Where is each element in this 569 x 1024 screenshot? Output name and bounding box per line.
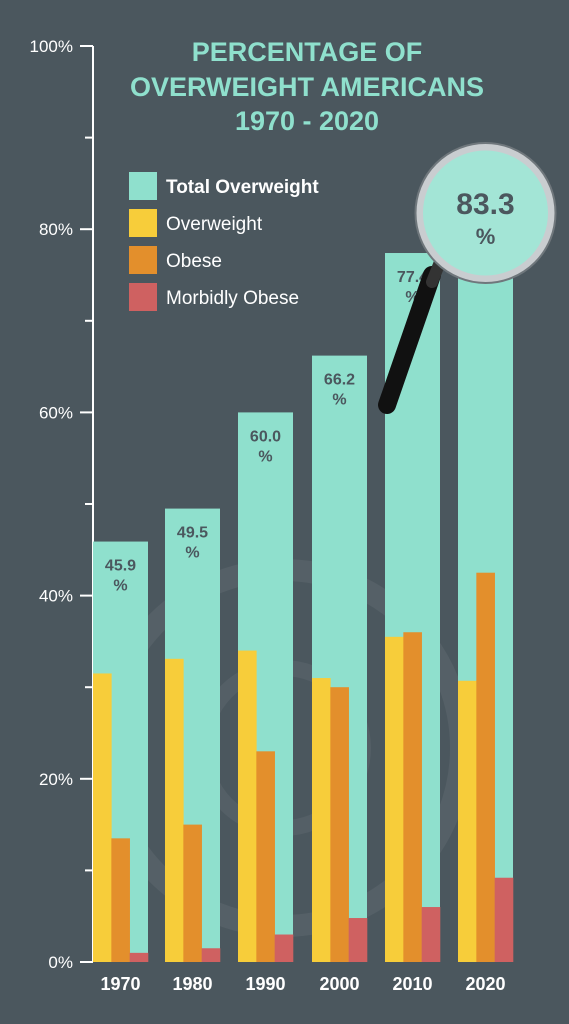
y-tick-label: 40% [39, 587, 73, 606]
x-tick-label: 1990 [245, 974, 285, 994]
bar-morbidly-obese [421, 907, 441, 962]
x-tick-label: 2020 [465, 974, 505, 994]
x-axis-ticks: 1970 1980 1990 2000 2010 2020 [100, 974, 505, 994]
chart-title: PERCENTAGE OF OVERWEIGHT AMERICANS 1970 … [130, 37, 484, 136]
y-tick-label: 20% [39, 770, 73, 789]
x-tick-label: 2000 [319, 974, 359, 994]
bar-obese [183, 824, 202, 962]
highlight-value: 83.3 [456, 188, 514, 221]
legend: Total Overweight Overweight Obese Morbidly … [129, 172, 319, 311]
bar-obese [330, 687, 349, 962]
magnifier-handle [378, 266, 441, 414]
legend-label: Obese [166, 251, 222, 272]
legend-label: Morbidly Obese [166, 288, 299, 309]
chart-title-line-1: PERCENTAGE OF [192, 37, 423, 67]
data-label-value: 60.0 [250, 428, 281, 445]
legend-swatch [129, 283, 157, 311]
magnifier-rim-outer [414, 142, 557, 284]
chart-title-line-2: OVERWEIGHT AMERICANS [130, 72, 484, 102]
chart-title-line-3: 1970 - 2020 [235, 106, 379, 136]
x-tick-label: 1980 [172, 974, 212, 994]
y-tick-label: 80% [39, 220, 73, 239]
bar-obese [111, 838, 130, 962]
bar-obese [256, 751, 275, 962]
x-tick-label: 2010 [392, 974, 432, 994]
magnifier-rim [416, 143, 555, 283]
bar-morbidly-obese [129, 952, 149, 962]
bar-morbidly-obese [348, 918, 368, 962]
y-tick-label: 60% [39, 403, 73, 422]
highlight-unit: % [476, 224, 496, 249]
bar-morbidly-obese [494, 877, 514, 962]
data-labels-group: 45.9%49.5%60.0%66.2%77.4% [105, 269, 428, 595]
bar-overweight [93, 673, 112, 962]
x-tick-label: 1970 [100, 974, 140, 994]
data-label-unit: % [332, 392, 346, 409]
bar-obese [476, 572, 495, 962]
magnifier-glare [422, 150, 549, 276]
y-axis: 0% 20% 40% 60% 80% 100% [30, 37, 94, 972]
bar-overweight [458, 680, 477, 962]
bar-overweight [385, 636, 404, 962]
y-tick-label: 0% [48, 953, 73, 972]
bar-overweight [312, 678, 331, 962]
bar-overweight [165, 658, 184, 962]
data-label-value: 66.2 [324, 372, 355, 389]
magnifying-glass-icon: 83.3% [378, 142, 557, 414]
legend-swatch [129, 209, 157, 237]
y-tick-label: 100% [30, 37, 73, 56]
legend-label: Total Overweight [166, 177, 319, 198]
data-label-unit: % [185, 545, 199, 562]
data-label-unit: % [258, 448, 272, 465]
legend-swatch [129, 172, 157, 200]
bar-morbidly-obese [274, 934, 294, 962]
bar-overweight [238, 650, 257, 962]
bar-obese [403, 632, 422, 962]
magnifier-lens [422, 150, 549, 276]
bar-morbidly-obese [201, 948, 221, 962]
data-label-unit: % [113, 578, 127, 595]
legend-swatch [129, 246, 157, 274]
data-label-value: 49.5 [177, 525, 208, 542]
bars-group [93, 198, 514, 963]
legend-label: Overweight [166, 214, 263, 235]
data-label-value: 45.9 [105, 558, 136, 575]
